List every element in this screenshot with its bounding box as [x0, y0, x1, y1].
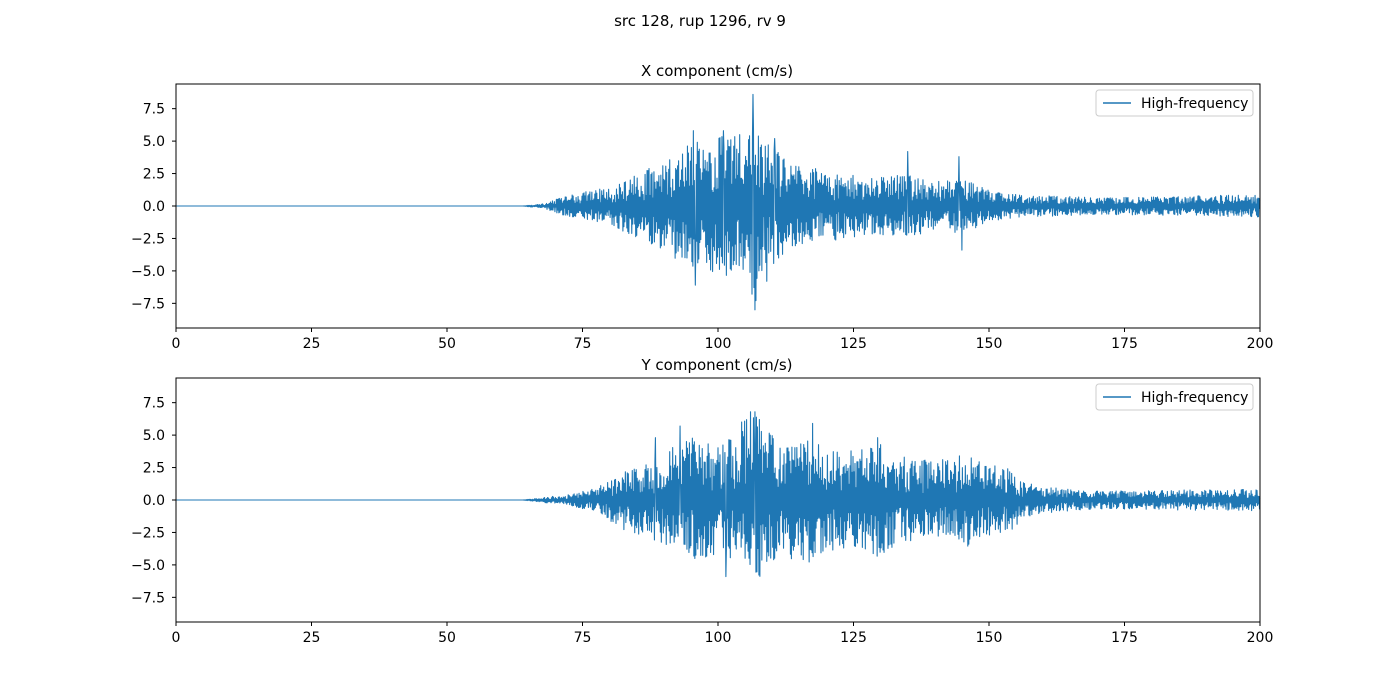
legend-label: High-frequency: [1141, 96, 1248, 112]
x-tick-label: 175: [1111, 630, 1138, 646]
y-tick-label: −5.0: [131, 558, 165, 574]
y-tick-label: 5.0: [143, 428, 165, 444]
y-component-legend: High-frequency: [1095, 383, 1254, 411]
y-tick-label: 5.0: [143, 134, 165, 150]
y-component-panel: Y component (cm/s) 0 25 50 75 100 125 150 175 20…: [131, 356, 1273, 646]
x-component-legend: High-frequency: [1095, 89, 1254, 117]
x-tick-label: 50: [438, 630, 456, 646]
x-tick-label: 75: [574, 336, 592, 352]
x-tick-label: 125: [840, 336, 867, 352]
x-tick-label: 150: [976, 630, 1003, 646]
x-tick-label: 25: [303, 630, 321, 646]
x-component-title: X component (cm/s): [641, 62, 793, 80]
x-component-panel: X component (cm/s) 0 25 50 75 100 125 150 175 20…: [131, 62, 1273, 352]
x-tick-label: 0: [172, 336, 181, 352]
x-tick-label: 50: [438, 336, 456, 352]
x-component-xticks: 0 25 50 75 100 125 150 175 200: [172, 328, 1274, 352]
x-tick-label: 200: [1247, 336, 1274, 352]
x-tick-label: 200: [1247, 630, 1274, 646]
y-tick-label: 0.0: [143, 199, 165, 215]
y-tick-label: −7.5: [131, 296, 165, 312]
legend-label: High-frequency: [1141, 390, 1248, 406]
x-tick-label: 75: [574, 630, 592, 646]
x-tick-label: 100: [705, 336, 732, 352]
legend-box: [1095, 89, 1254, 117]
y-component-trace: [175, 411, 1261, 578]
y-tick-label: −5.0: [131, 264, 165, 280]
y-component-title: Y component (cm/s): [641, 356, 793, 374]
y-component-xticks: 0 25 50 75 100 125 150 175 200: [172, 622, 1274, 646]
y-tick-label: −2.5: [131, 525, 165, 541]
x-tick-label: 175: [1111, 336, 1138, 352]
y-tick-label: 2.5: [143, 461, 165, 477]
x-tick-label: 0: [172, 630, 181, 646]
y-tick-label: 7.5: [143, 396, 165, 412]
legend-box: [1095, 383, 1254, 411]
x-tick-label: 125: [840, 630, 867, 646]
y-tick-label: 7.5: [143, 102, 165, 118]
y-tick-label: −7.5: [131, 590, 165, 606]
series-line-high-frequency: [175, 411, 1261, 578]
y-tick-label: 0.0: [143, 493, 165, 509]
y-tick-label: 2.5: [143, 167, 165, 183]
figure-suptitle: src 128, rup 1296, rv 9: [614, 12, 786, 30]
x-tick-label: 100: [705, 630, 732, 646]
x-component-trace: [175, 93, 1261, 311]
x-tick-label: 25: [303, 336, 321, 352]
y-component-yticks: −7.5 −5.0 −2.5 0.0 2.5 5.0 7.5: [131, 396, 176, 606]
series-line-high-frequency: [175, 93, 1261, 311]
x-tick-label: 150: [976, 336, 1003, 352]
x-component-yticks: −7.5 −5.0 −2.5 0.0 2.5 5.0 7.5: [131, 102, 176, 312]
y-tick-label: −2.5: [131, 231, 165, 247]
